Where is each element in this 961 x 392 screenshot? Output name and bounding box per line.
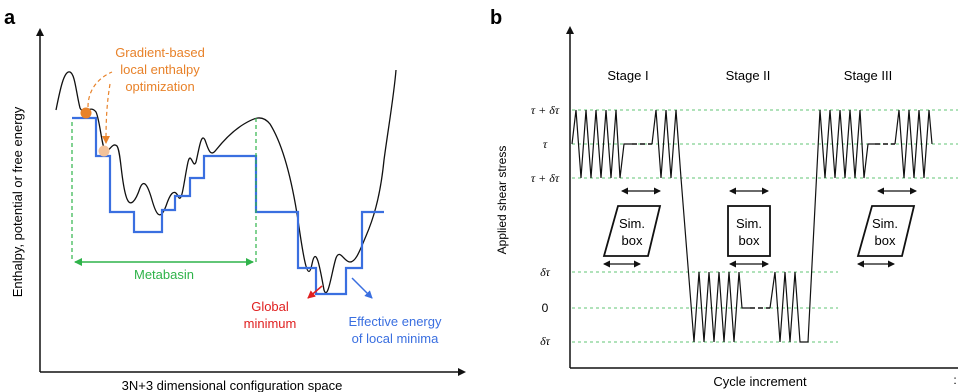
stress-cycle-signal-d — [894, 109, 933, 179]
global-minimum-line1: Global — [251, 299, 289, 314]
gradient-annotation-line1: Gradient-based — [115, 45, 205, 60]
reference-lines — [572, 109, 958, 343]
panel-b-y-label: Applied shear stress — [495, 146, 509, 255]
y-tick-tau-plus-2: τ + δτ — [531, 171, 560, 185]
energy-landscape-curve — [55, 69, 397, 294]
stress-cycle-signal-c — [769, 109, 875, 343]
gradient-annotation-line3: optimization — [125, 79, 194, 94]
stray-mark: : — [953, 373, 956, 387]
gradient-path-upper — [87, 71, 113, 108]
y-tick-delta-upper: δτ — [540, 265, 551, 279]
gradient-path-lower — [102, 83, 111, 144]
metabasin-label: Metabasin — [134, 267, 194, 282]
panel-a-letter: a — [4, 7, 16, 29]
sim-box-2-line2: box — [739, 233, 760, 248]
panel-b-letter: b — [490, 7, 502, 29]
sim-box-3-outline — [856, 205, 916, 257]
y-tick-delta-lower: δτ — [540, 334, 551, 348]
panel-a-x-label: 3N+3 dimensional configuration space — [122, 378, 343, 392]
sim-box-2-line1: Sim. — [736, 216, 762, 231]
panel-b-x-label: Cycle increment — [713, 374, 807, 389]
y-tick-zero: 0 — [542, 301, 549, 315]
panel-a-y-label: Enthalpy, potential or free energy — [10, 106, 25, 297]
stage-3-title: Stage III — [844, 68, 892, 83]
stage-2-title: Stage II — [726, 68, 771, 83]
sim-box-1-line2: box — [622, 233, 643, 248]
global-minimum-line2: minimum — [244, 316, 297, 331]
panel-a: a Enthalpy, potential or free energy 3N+… — [4, 7, 466, 392]
gradient-annotation-line2: local enthalpy — [120, 62, 200, 77]
sim-box-1-line1: Sim. — [619, 216, 645, 231]
effective-energy-staircase — [72, 116, 384, 296]
y-tick-tau-plus-1: τ + δτ — [531, 103, 560, 117]
sim-box-3-line2: box — [875, 233, 896, 248]
panel-b: b Applied shear stress Cycle increment :… — [490, 7, 958, 389]
effective-energy-arrow — [351, 277, 373, 299]
effective-energy-line1: Effective energy — [349, 314, 442, 329]
stage-1-title: Stage I — [607, 68, 648, 83]
effective-energy-line2: of local minima — [352, 331, 439, 346]
sim-box-stage-2: Sim. box — [727, 187, 771, 268]
stress-cycle-signal-b — [651, 109, 750, 343]
relaxed-configuration-dot — [98, 145, 110, 157]
y-tick-tau: τ — [543, 137, 548, 151]
start-configuration-dot — [80, 107, 92, 119]
stress-cycle-signal — [571, 109, 632, 179]
sim-box-stage-1: Sim. box — [602, 187, 662, 268]
sim-box-stage-3: Sim. box — [856, 187, 917, 268]
global-minimum-arrow — [307, 285, 323, 299]
sim-box-3-line1: Sim. — [872, 216, 898, 231]
sim-box-2-outline — [727, 205, 771, 257]
sim-box-1-outline — [602, 205, 662, 257]
